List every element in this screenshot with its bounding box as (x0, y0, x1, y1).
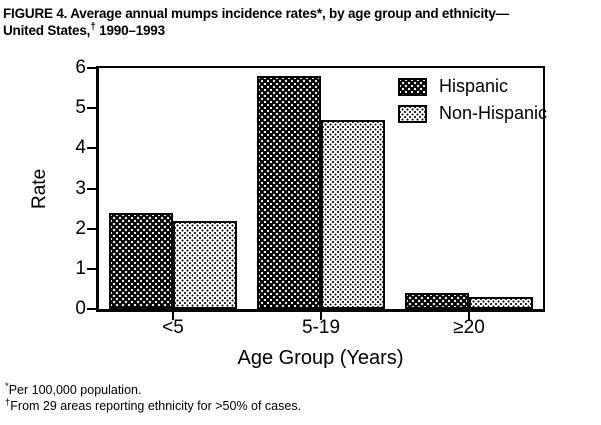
footnote-areas-marker: † (5, 396, 11, 408)
y-tick-label-1: 1 (75, 257, 86, 279)
y-tick-3 (87, 187, 96, 190)
y-tick-label-6: 6 (75, 57, 86, 78)
y-tick-label-3: 3 (75, 177, 86, 199)
figure-title-line2: United States, (3, 23, 91, 38)
bar-non-hispanic-≥20 (469, 297, 533, 309)
y-tick-4 (87, 147, 96, 150)
y-tick-1 (87, 267, 96, 270)
legend-swatch-hispanic (398, 77, 427, 96)
footnote-areas: †From 29 areas reporting ethnicity for >… (5, 396, 302, 415)
y-tick-label-2: 2 (75, 217, 86, 239)
x-tick-label-0: <5 (162, 317, 184, 338)
legend-label-hispanic: Hispanic (439, 76, 509, 96)
x-tick-label-2: ≥20 (453, 317, 485, 338)
y-tick-6 (87, 67, 96, 69)
legend-swatch-non-hispanic (398, 104, 427, 123)
legend: Hispanic Non-Hispanic (398, 76, 547, 130)
x-tick-0 (172, 312, 174, 320)
footnote-rate: *Per 100,000 population. (5, 380, 301, 399)
x-axis-title: Age Group (Years) (237, 347, 404, 369)
y-tick-label-5: 5 (75, 97, 86, 119)
plot-inner (99, 68, 543, 309)
x-tick-label-1: 5-19 (301, 317, 341, 338)
plot-area: Hispanic Non-Hispanic (96, 66, 547, 312)
footnote-areas-text: From 29 areas reporting ethnicity for >5… (10, 398, 302, 413)
footnote-rate-marker: * (5, 380, 9, 392)
legend-item-hispanic: Hispanic (398, 76, 547, 97)
bar-hispanic-<5 (109, 213, 173, 309)
y-tick-label-0: 0 (75, 298, 86, 319)
bar-hispanic-≥20 (405, 293, 469, 309)
figure-title-line1: FIGURE 4. Average annual mumps incidence… (3, 6, 509, 21)
figure-title-years: 1990–1993 (95, 23, 165, 38)
x-tick-2 (468, 312, 470, 320)
figure-title: FIGURE 4. Average annual mumps incidence… (3, 5, 599, 39)
dagger-marker: † (90, 21, 96, 33)
legend-label-non-hispanic: Non-Hispanic (439, 103, 548, 123)
legend-item-non-hispanic: Non-Hispanic (398, 103, 547, 124)
y-tick-0 (87, 308, 96, 310)
y-tick-2 (87, 227, 96, 230)
bar-non-hispanic-<5 (173, 221, 237, 309)
y-tick-label-4: 4 (75, 137, 86, 159)
footnote-rate-text: Per 100,000 population. (8, 383, 142, 397)
x-tick-1 (320, 312, 322, 320)
footnotes: *Per 100,000 population. †From 29 areas … (5, 380, 302, 415)
bar-non-hispanic-5-19 (321, 120, 385, 309)
bar-hispanic-5-19 (257, 76, 321, 309)
y-tick-5 (87, 107, 96, 110)
